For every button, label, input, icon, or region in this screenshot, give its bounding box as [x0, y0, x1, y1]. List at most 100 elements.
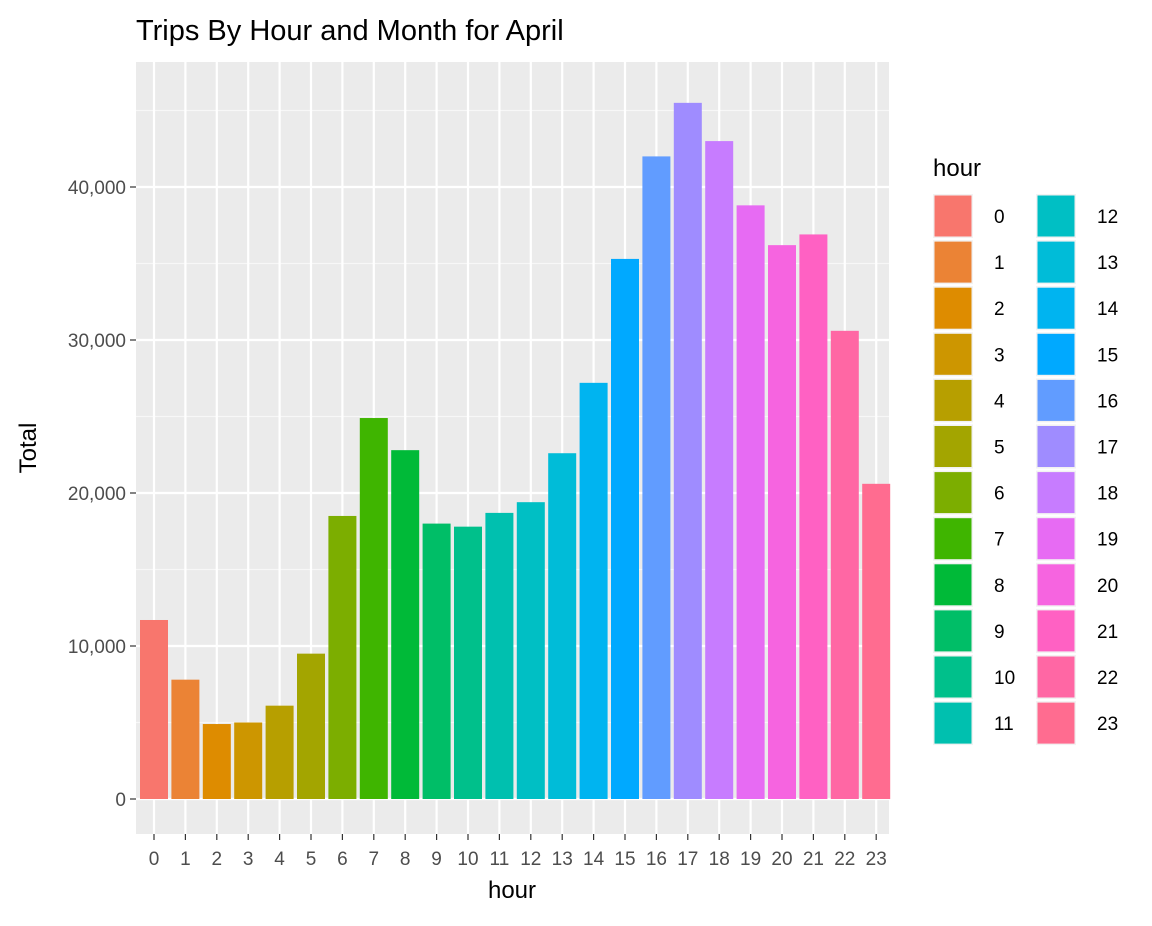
legend-key-swatch [1037, 241, 1075, 283]
bar-hour-1 [171, 679, 200, 799]
legend-key-swatch [1037, 472, 1075, 514]
y-axis-title: Total [15, 423, 42, 474]
x-tick-label: 18 [709, 849, 730, 870]
bar-hour-4 [265, 705, 294, 799]
x-tick-label: 9 [431, 849, 442, 870]
bar-hour-3 [234, 722, 263, 799]
bar-hour-6 [328, 515, 357, 799]
legend-label: 0 [994, 207, 1005, 228]
legend-title: hour [933, 155, 981, 182]
y-tick-label: 40,000 [68, 178, 126, 199]
legend-label: 19 [1097, 530, 1118, 551]
legend-key-swatch [934, 702, 972, 744]
bar-hour-21 [799, 234, 828, 799]
legend-label: 12 [1097, 207, 1118, 228]
legend-label: 4 [994, 391, 1005, 412]
x-tick-label: 2 [212, 849, 223, 870]
bar-hour-18 [705, 141, 734, 800]
bar-hour-23 [862, 483, 891, 799]
x-tick-label: 20 [771, 849, 792, 870]
legend-label: 7 [994, 530, 1005, 551]
x-axis-title: hour [488, 877, 536, 904]
legend-key-swatch [934, 564, 972, 606]
x-tick-label: 19 [740, 849, 761, 870]
x-tick-label: 3 [243, 849, 254, 870]
legend-key-swatch [1037, 656, 1075, 698]
x-tick-label: 12 [520, 849, 541, 870]
legend-key-swatch [1037, 287, 1075, 329]
bar-hour-11 [485, 512, 514, 799]
x-tick-label: 8 [400, 849, 411, 870]
bar-hour-22 [830, 330, 859, 799]
x-axis: 0 1 2 3 4 5 6 7 8 9 10 11 12 13 14 15 16 17 18 19 20 21 22 23 [149, 834, 887, 870]
legend-key-swatch [1037, 333, 1075, 375]
y-tick-label: 30,000 [68, 331, 126, 352]
x-tick-label: 1 [180, 849, 191, 870]
bar-hour-13 [548, 453, 577, 799]
legend-label: 11 [994, 714, 1014, 735]
legend-label: 3 [994, 345, 1005, 366]
y-axis: 0 10,000 20,000 30,000 40,000 [68, 178, 136, 811]
legend-label: 6 [994, 484, 1005, 505]
legend-key-swatch [1037, 426, 1075, 467]
legend-label: 14 [1097, 299, 1119, 320]
legend-key-swatch [1037, 195, 1075, 237]
y-tick-label: 0 [115, 790, 126, 811]
legend-label: 10 [994, 668, 1015, 689]
bar-hour-19 [736, 205, 765, 800]
legend-key-swatch [934, 333, 972, 375]
x-tick-label: 17 [677, 849, 698, 870]
legend-label: 16 [1097, 391, 1118, 412]
legend-label: 20 [1097, 576, 1118, 597]
x-tick-label: 7 [369, 849, 380, 870]
legend-label: 15 [1097, 345, 1118, 366]
legend-key-swatch [1037, 564, 1075, 606]
y-tick-label: 20,000 [68, 484, 126, 505]
x-tick-label: 11 [490, 849, 510, 870]
x-tick-label: 6 [337, 849, 348, 870]
legend-label: 18 [1097, 484, 1118, 505]
chart-title: Trips By Hour and Month for April [136, 15, 564, 47]
y-tick-label: 10,000 [68, 637, 126, 658]
legend-key-swatch [1037, 379, 1075, 421]
bars-group [140, 102, 891, 800]
bar-hour-14 [579, 382, 608, 799]
legend-label: 2 [994, 299, 1005, 320]
legend-label: 13 [1097, 253, 1118, 274]
bar-hour-15 [611, 258, 639, 799]
bar-hour-0 [140, 619, 168, 799]
legend-label: 9 [994, 622, 1005, 643]
bar-hour-16 [642, 156, 671, 799]
legend-key-swatch [934, 518, 972, 560]
legend-label: 5 [994, 438, 1005, 459]
bar-hour-12 [516, 502, 545, 799]
legend-key-swatch [1037, 610, 1075, 652]
legend-key-swatch [934, 426, 972, 467]
x-tick-label: 5 [306, 849, 317, 870]
x-tick-label: 4 [274, 849, 285, 870]
x-tick-label: 21 [803, 849, 824, 870]
bar-hour-9 [422, 523, 451, 799]
legend-key-swatch [934, 195, 972, 237]
x-tick-label: 16 [646, 849, 667, 870]
legend-key-swatch [1037, 518, 1075, 560]
bar-hour-8 [391, 450, 420, 799]
bar-hour-17 [673, 102, 702, 800]
legend-label: 21 [1097, 622, 1118, 643]
legend-key-swatch [934, 287, 972, 329]
legend-label: 17 [1097, 438, 1118, 459]
legend-key-swatch [934, 610, 972, 652]
x-tick-label: 0 [149, 849, 160, 870]
legend-key-swatch [934, 241, 972, 283]
x-tick-label: 23 [866, 849, 887, 870]
x-tick-label: 10 [457, 849, 478, 870]
bar-hour-10 [454, 526, 482, 799]
legend-key-swatch [1037, 702, 1075, 744]
legend-label: 1 [994, 253, 1005, 274]
legend-label: 8 [994, 576, 1005, 597]
bar-hour-2 [202, 724, 231, 799]
x-tick-label: 14 [583, 849, 605, 870]
